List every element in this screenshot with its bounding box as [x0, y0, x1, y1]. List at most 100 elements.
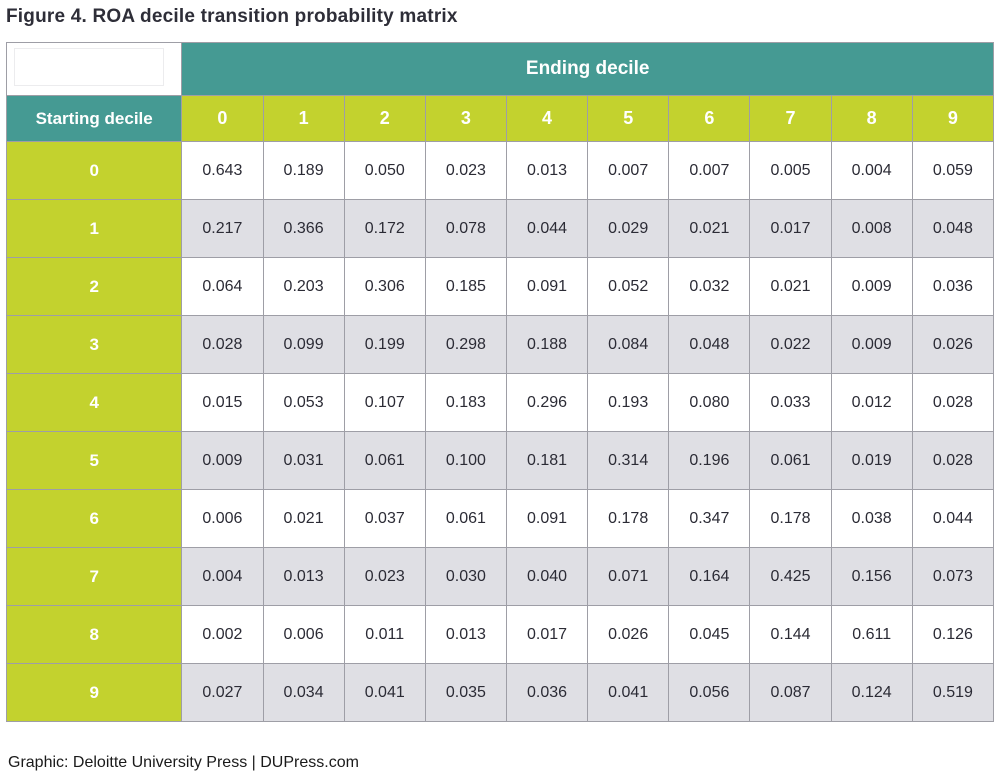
matrix-cell: 0.314 [587, 431, 670, 490]
column-header-4: 4 [505, 95, 589, 142]
matrix-cell: 0.011 [343, 605, 426, 664]
matrix-cell: 0.031 [262, 431, 345, 490]
column-header-row: Starting decile 0 1 2 3 4 5 6 7 8 9 [5, 95, 995, 142]
matrix-cell: 0.071 [587, 547, 670, 606]
starting-decile-header: Starting decile [5, 95, 183, 142]
matrix-cell: 0.183 [424, 373, 507, 432]
matrix-cell: 0.028 [911, 373, 995, 432]
row-header-9: 9 [5, 663, 183, 722]
matrix-cell: 0.041 [587, 663, 670, 722]
matrix-cell: 0.078 [424, 199, 507, 258]
matrix-cell: 0.004 [830, 141, 913, 200]
row-header-5: 5 [5, 431, 183, 490]
corner-cell [5, 42, 183, 96]
matrix-cell: 0.045 [668, 605, 751, 664]
table-row: 9 0.027 0.034 0.041 0.035 0.036 0.041 0.… [5, 663, 995, 722]
matrix-cell: 0.028 [181, 315, 264, 374]
matrix-cell: 0.144 [749, 605, 832, 664]
column-header-5: 5 [587, 95, 670, 142]
table-row: 5 0.009 0.031 0.061 0.100 0.181 0.314 0.… [5, 431, 995, 490]
matrix-cell: 0.178 [749, 489, 832, 548]
matrix-cell: 0.056 [668, 663, 751, 722]
matrix-cell: 0.519 [911, 663, 995, 722]
matrix-cell: 0.059 [911, 141, 995, 200]
table-row: 0 0.643 0.189 0.050 0.023 0.013 0.007 0.… [5, 141, 995, 200]
matrix-cell: 0.009 [181, 431, 264, 490]
matrix-cell: 0.021 [668, 199, 751, 258]
matrix-cell: 0.021 [749, 257, 832, 316]
corner-box [15, 49, 163, 85]
matrix-cell: 0.009 [830, 315, 913, 374]
matrix-cell: 0.061 [424, 489, 507, 548]
transition-matrix-table: Ending decile Starting decile 0 1 2 3 4 … [5, 42, 995, 722]
matrix-cell: 0.296 [505, 373, 589, 432]
row-header-2: 2 [5, 257, 183, 316]
table-row: 7 0.004 0.013 0.023 0.030 0.040 0.071 0.… [5, 547, 995, 606]
column-header-8: 8 [830, 95, 913, 142]
matrix-cell: 0.189 [262, 141, 345, 200]
matrix-cell: 0.181 [505, 431, 589, 490]
row-header-4: 4 [5, 373, 183, 432]
row-header-3: 3 [5, 315, 183, 374]
matrix-cell: 0.019 [830, 431, 913, 490]
matrix-cell: 0.044 [911, 489, 995, 548]
row-header-0: 0 [5, 141, 183, 200]
row-header-6: 6 [5, 489, 183, 548]
matrix-cell: 0.073 [911, 547, 995, 606]
matrix-cell: 0.087 [749, 663, 832, 722]
matrix-cell: 0.091 [505, 257, 589, 316]
matrix-cell: 0.185 [424, 257, 507, 316]
matrix-cell: 0.172 [343, 199, 426, 258]
matrix-cell: 0.006 [181, 489, 264, 548]
matrix-cell: 0.008 [830, 199, 913, 258]
ending-decile-header: Ending decile [181, 42, 994, 96]
column-header-7: 7 [749, 95, 832, 142]
matrix-cell: 0.023 [343, 547, 426, 606]
matrix-cell: 0.044 [505, 199, 589, 258]
matrix-cell: 0.084 [587, 315, 670, 374]
matrix-cell: 0.017 [749, 199, 832, 258]
matrix-cell: 0.193 [587, 373, 670, 432]
matrix-cell: 0.036 [505, 663, 589, 722]
matrix-cell: 0.188 [505, 315, 589, 374]
matrix-cell: 0.064 [181, 257, 264, 316]
matrix-cell: 0.009 [830, 257, 913, 316]
matrix-cell: 0.099 [262, 315, 345, 374]
matrix-cell: 0.061 [749, 431, 832, 490]
matrix-cell: 0.053 [262, 373, 345, 432]
matrix-cell: 0.036 [911, 257, 995, 316]
ending-decile-row: Ending decile [5, 42, 994, 96]
matrix-cell: 0.034 [262, 663, 345, 722]
matrix-cell: 0.196 [668, 431, 751, 490]
table-row: 6 0.006 0.021 0.037 0.061 0.091 0.178 0.… [5, 489, 995, 548]
matrix-cell: 0.013 [505, 141, 589, 200]
matrix-cell: 0.124 [830, 663, 913, 722]
matrix-cell: 0.007 [668, 141, 751, 200]
matrix-cell: 0.002 [181, 605, 264, 664]
matrix-cell: 0.026 [587, 605, 670, 664]
matrix-cell: 0.013 [424, 605, 507, 664]
matrix-cell: 0.611 [830, 605, 913, 664]
matrix-cell: 0.048 [668, 315, 751, 374]
table-row: 3 0.028 0.099 0.199 0.298 0.188 0.084 0.… [5, 315, 995, 374]
row-header-1: 1 [5, 199, 183, 258]
matrix-cell: 0.203 [262, 257, 345, 316]
matrix-cell: 0.298 [424, 315, 507, 374]
matrix-cell: 0.033 [749, 373, 832, 432]
matrix-cell: 0.217 [181, 199, 264, 258]
matrix-cell: 0.041 [343, 663, 426, 722]
matrix-cell: 0.199 [343, 315, 426, 374]
matrix-cell: 0.015 [181, 373, 264, 432]
table-row: 2 0.064 0.203 0.306 0.185 0.091 0.052 0.… [5, 257, 995, 316]
table-row: 1 0.217 0.366 0.172 0.078 0.044 0.029 0.… [5, 199, 995, 258]
matrix-cell: 0.306 [343, 257, 426, 316]
matrix-cell: 0.038 [830, 489, 913, 548]
matrix-cell: 0.050 [343, 141, 426, 200]
matrix-cell: 0.178 [587, 489, 670, 548]
table-row: 4 0.015 0.053 0.107 0.183 0.296 0.193 0.… [5, 373, 995, 432]
matrix-cell: 0.366 [262, 199, 345, 258]
matrix-cell: 0.029 [587, 199, 670, 258]
column-header-9: 9 [911, 95, 995, 142]
column-header-6: 6 [668, 95, 751, 142]
